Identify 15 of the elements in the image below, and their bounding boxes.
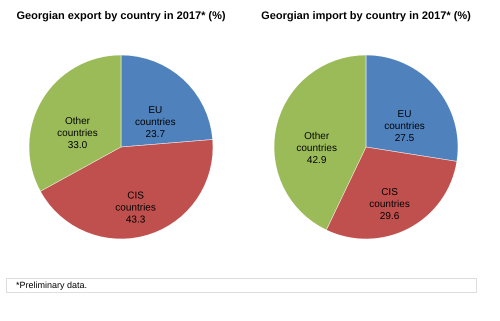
data-label: 23.7 <box>146 128 166 140</box>
chart-title: Georgian import by country in 2017* (%) <box>261 10 472 22</box>
slice-label: CIS countries <box>369 186 410 210</box>
data-label: 42.9 <box>306 154 327 166</box>
data-label: 29.6 <box>380 210 400 222</box>
data-label: 27.5 <box>394 133 415 144</box>
chart-title: Georgian export by country in 2017* (%) <box>16 10 226 22</box>
slice-label: EU countries <box>384 109 425 132</box>
slice-label: Other countries <box>296 130 337 154</box>
data-label: 33.0 <box>68 140 88 152</box>
slice-label: EU countries <box>135 104 176 128</box>
slice-label: CIS countries <box>115 190 156 214</box>
data-label: 43.3 <box>126 214 146 226</box>
slice-label: Other countries <box>57 116 98 140</box>
text: *Preliminary data. <box>16 280 88 290</box>
